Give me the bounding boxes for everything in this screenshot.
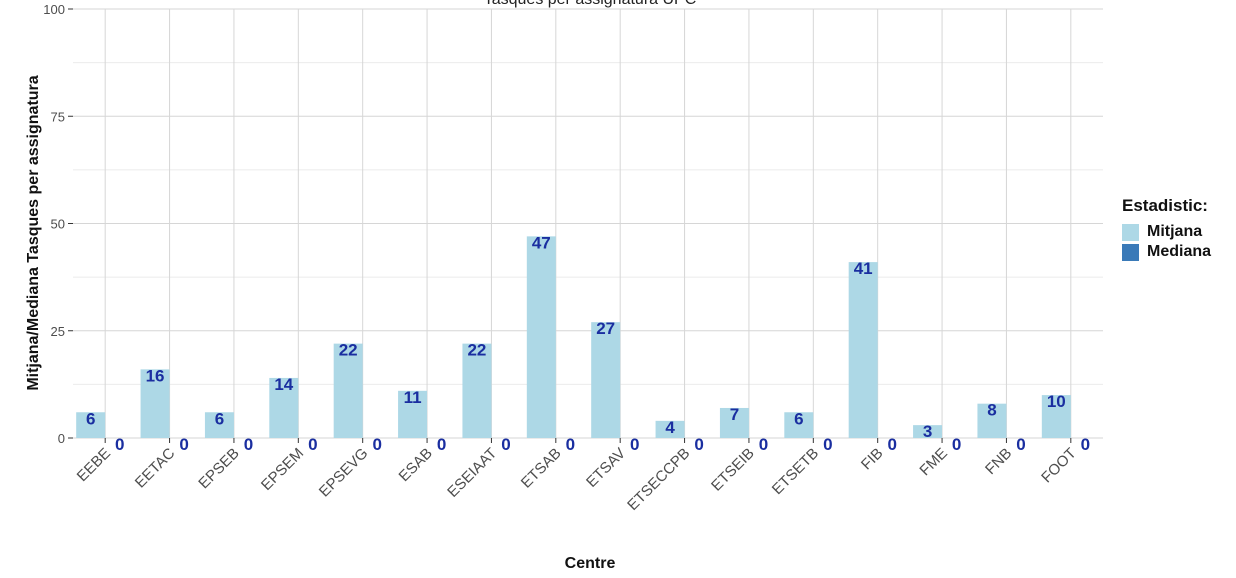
data-label: 0 <box>823 435 832 454</box>
data-label: 6 <box>86 409 95 428</box>
legend-key-mediana <box>1122 243 1139 261</box>
bar-mitjana-etseib <box>719 407 749 438</box>
data-label: 0 <box>115 435 124 454</box>
data-label: 8 <box>987 401 996 420</box>
data-label: 6 <box>215 409 224 428</box>
bar-mitjana-epsem <box>269 377 299 438</box>
bar-mitjana-etseccpb <box>655 420 685 438</box>
data-label: 0 <box>437 435 446 454</box>
bar-mitjana-eseiaat <box>462 343 492 438</box>
data-label: 0 <box>759 435 768 454</box>
y-tick-label: 0 <box>58 431 65 446</box>
bar-mitjana-esab <box>398 390 428 438</box>
data-label: 0 <box>630 435 639 454</box>
y-tick-label: 50 <box>51 217 65 232</box>
data-label: 22 <box>339 341 358 360</box>
legend: Estadistic: Mitjana Mediana <box>1122 196 1236 262</box>
x-tick-label: FIB <box>858 445 887 474</box>
bar-mitjana-foot <box>1041 395 1071 438</box>
data-label: 6 <box>794 409 803 428</box>
data-label: 4 <box>665 418 675 437</box>
data-label: 0 <box>566 435 575 454</box>
y-axis-title: Mitjana/Mediana Tasques per assignatura <box>25 75 42 390</box>
data-label: 0 <box>887 435 896 454</box>
x-tick-label: ESEIAAT <box>444 445 500 501</box>
legend-title: Estadistic: <box>1122 196 1208 215</box>
grid <box>73 8 1103 439</box>
data-label: 0 <box>501 435 510 454</box>
data-label: 27 <box>596 319 615 338</box>
data-label: 0 <box>694 435 703 454</box>
data-label: 0 <box>952 435 961 454</box>
bar-mitjana-etsab <box>526 236 556 438</box>
bars <box>76 236 1071 438</box>
x-tick-label: EPSEVG <box>316 445 372 501</box>
x-tick-label: FOOT <box>1038 445 1079 486</box>
legend-label-mitjana: Mitjana <box>1147 223 1203 240</box>
bar-mitjana-eetac <box>140 369 170 438</box>
legend-item-mediana: Mediana <box>1122 242 1236 262</box>
data-label: 11 <box>404 388 422 407</box>
x-tick-label: ETSETB <box>769 445 822 498</box>
x-tick-label: EETAC <box>132 445 179 492</box>
bar-mitjana-eebe <box>76 412 106 438</box>
bar-mitjana-fnb <box>977 403 1007 438</box>
y-tick-label: 100 <box>43 2 65 17</box>
legend-key-mitjana <box>1122 223 1139 241</box>
chart-title: Tasques per assignatura UPC <box>484 0 697 8</box>
x-tick-label: ESAB <box>396 445 436 485</box>
legend-item-mitjana: Mitjana <box>1122 222 1236 242</box>
data-label: 0 <box>1016 435 1025 454</box>
legend-label-mediana: Mediana <box>1147 243 1212 260</box>
x-tick-label: EPSEB <box>195 445 242 492</box>
data-label: 22 <box>467 341 486 360</box>
bar-mitjana-etsav <box>591 322 621 438</box>
bar-mitjana-epsevg <box>333 343 363 438</box>
data-label: 14 <box>274 375 293 394</box>
data-label: 16 <box>146 366 165 385</box>
x-tick-label: EPSEM <box>258 445 307 494</box>
data-label: 10 <box>1047 392 1066 411</box>
x-tick-label: FME <box>916 445 950 479</box>
x-tick-label: ETSECCPB <box>624 445 693 514</box>
bar-mitjana-etsetb <box>784 412 814 438</box>
data-label: 7 <box>730 405 739 424</box>
x-tick-label: EEBE <box>74 445 114 485</box>
x-tick-label: ETSAB <box>518 445 565 492</box>
x-axis-title: Centre <box>565 555 616 572</box>
data-label: 0 <box>179 435 188 454</box>
x-tick-label: ETSEIB <box>708 445 758 495</box>
bar-mitjana-fme <box>913 425 943 438</box>
x-tick-label: ETSAV <box>583 445 629 491</box>
bar-mitjana-epseb <box>204 412 234 438</box>
x-tick-label: FNB <box>982 445 1015 478</box>
y-tick-label: 25 <box>51 324 65 339</box>
data-label: 0 <box>308 435 317 454</box>
data-label: 41 <box>854 259 873 278</box>
y-tick-label: 75 <box>51 109 65 124</box>
data-label: 0 <box>244 435 253 454</box>
data-label: 0 <box>1081 435 1090 454</box>
data-label: 0 <box>372 435 381 454</box>
data-label: 47 <box>532 233 551 252</box>
data-label: 3 <box>923 422 932 441</box>
bar-mitjana-fib <box>848 262 878 438</box>
